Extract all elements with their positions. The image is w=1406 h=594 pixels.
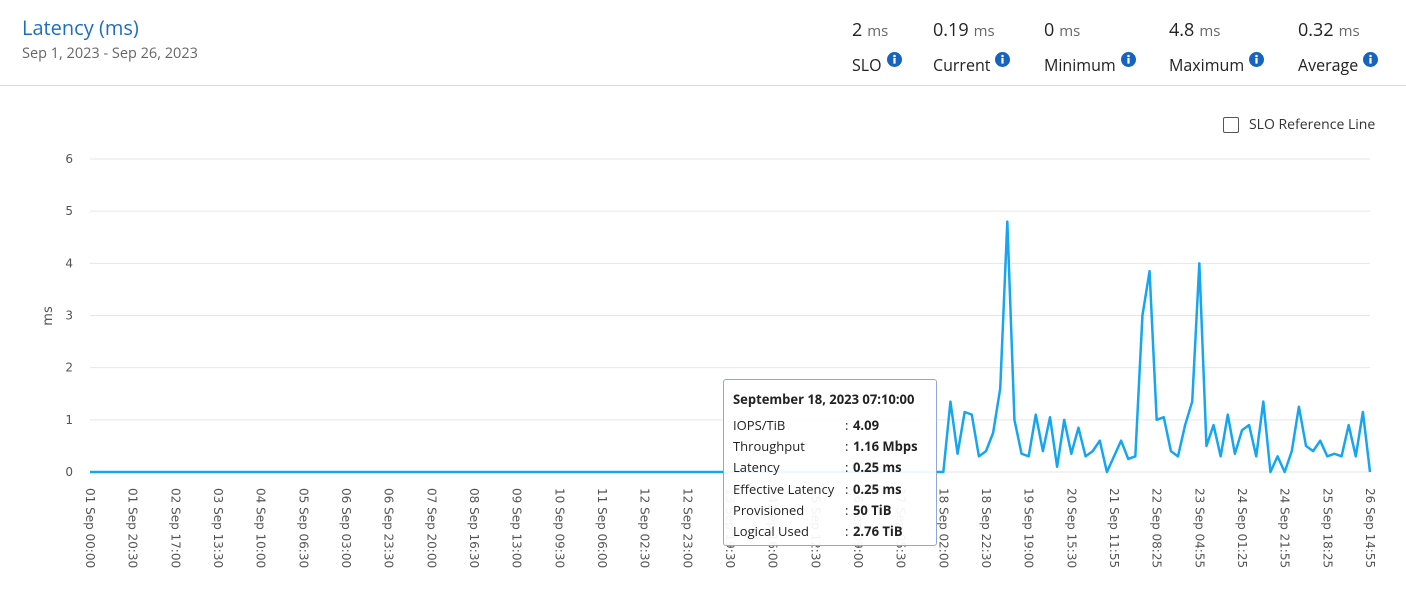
x-tick-label: 02 Sep 17:00 <box>168 488 182 568</box>
x-tick-label: 11 Sep 06:00 <box>595 488 609 568</box>
stat-value: 0.19 <box>933 18 969 42</box>
stat: 2 ms SLO <box>852 18 902 76</box>
stat-label: Minimum <box>1044 52 1136 76</box>
tooltip-separator: : <box>845 479 849 498</box>
chart-title: Latency (ms) <box>22 14 139 41</box>
x-tick-label: 06 Sep 23:30 <box>382 488 396 568</box>
tooltip-row: Provisioned:50 TiB <box>733 499 927 520</box>
stat: 4.8 ms Maximum <box>1169 18 1265 76</box>
stat-unit: ms <box>973 21 995 41</box>
tooltip-row: IOPS/TiB:4.09 <box>733 414 927 435</box>
x-tick-label: 25 Sep 18:25 <box>1320 488 1334 568</box>
info-icon[interactable] <box>1120 52 1136 67</box>
checkbox-label[interactable]: SLO Reference Line <box>1249 115 1376 134</box>
x-tick-label: 26 Sep 14:55 <box>1363 488 1377 568</box>
stat-label-text: Maximum <box>1169 54 1245 76</box>
y-tick-label: 4 <box>65 256 73 270</box>
stat-value: 0 <box>1044 18 1055 42</box>
x-tick-label: 18 Sep 22:30 <box>979 488 993 568</box>
info-icon[interactable] <box>886 52 902 67</box>
stat-label: Current <box>933 52 1011 76</box>
stat-value: 4.8 <box>1169 18 1195 42</box>
stat-value: 2 <box>852 18 863 42</box>
y-tick-label: 3 <box>65 309 73 323</box>
info-icon[interactable] <box>1249 52 1265 67</box>
stat-label-text: SLO <box>852 54 882 76</box>
tooltip-key: Effective Latency <box>733 479 835 498</box>
x-tick-label: 01 Sep 00:00 <box>83 488 97 568</box>
y-tick-label: 6 <box>65 152 73 166</box>
date-range: Sep 1, 2023 - Sep 26, 2023 <box>22 44 198 63</box>
x-tick-label: 20 Sep 15:30 <box>1064 488 1078 568</box>
tooltip-separator: : <box>845 500 849 519</box>
tooltip-value: 4.09 <box>853 415 880 434</box>
tooltip-separator: : <box>845 458 849 477</box>
tooltip-value: 0.25 ms <box>853 458 902 477</box>
stat-label-text: Minimum <box>1044 54 1116 76</box>
x-tick-label: 22 Sep 08:25 <box>1150 488 1164 568</box>
x-tick-label: 04 Sep 10:00 <box>254 488 268 568</box>
tooltip-row: Latency:0.25 ms <box>733 457 927 478</box>
tooltip-separator: : <box>845 436 849 455</box>
tooltip-key: Latency <box>733 458 780 477</box>
tooltip-title: September 18, 2023 07:10:00 <box>733 390 915 408</box>
x-tick-label: 06 Sep 03:00 <box>339 488 353 568</box>
y-tick-label: 0 <box>65 465 73 479</box>
tooltip-value: 50 TiB <box>853 500 892 519</box>
y-tick-label: 2 <box>65 361 73 375</box>
tooltip-value: 2.76 TiB <box>853 522 903 541</box>
x-tick-label: 08 Sep 16:30 <box>467 488 481 568</box>
x-tick-label: 10 Sep 09:30 <box>552 488 566 568</box>
stat-unit: ms <box>867 21 889 41</box>
tooltip: September 18, 2023 07:10:00 IOPS/TiB:4.0… <box>723 379 937 546</box>
stat-unit: ms <box>1338 21 1360 41</box>
info-icon[interactable] <box>995 52 1011 67</box>
x-tick-label: 21 Sep 11:55 <box>1107 488 1121 568</box>
y-tick-label: 5 <box>65 204 73 218</box>
x-tick-label: 01 Sep 20:30 <box>126 488 140 568</box>
x-tick-label: 24 Sep 01:25 <box>1235 488 1249 568</box>
stat: 0.32 ms Average <box>1298 18 1379 76</box>
x-tick-label: 19 Sep 19:00 <box>1022 488 1036 568</box>
tooltip-value: 1.16 Mbps <box>853 436 918 455</box>
stat-unit: ms <box>1059 21 1081 41</box>
tooltip-key: IOPS/TiB <box>733 415 786 434</box>
x-tick-label: 23 Sep 04:55 <box>1192 488 1206 568</box>
stat-value: 0.32 <box>1298 18 1334 42</box>
tooltip-row: Effective Latency:0.25 ms <box>733 478 927 499</box>
checkbox[interactable] <box>1223 116 1239 133</box>
stat-label: Average <box>1298 52 1379 76</box>
x-tick-label: 24 Sep 21:55 <box>1278 488 1292 568</box>
tooltip-key: Logical Used <box>733 522 809 541</box>
x-tick-label: 12 Sep 02:30 <box>638 488 652 568</box>
y-tick-label: 1 <box>65 413 73 427</box>
tooltip-value: 0.25 ms <box>853 479 902 498</box>
stat-label: Maximum <box>1169 52 1265 76</box>
stat-label-text: Current <box>933 54 991 76</box>
stat-label: SLO <box>852 52 902 76</box>
slo-toggle[interactable]: SLO Reference Line <box>1223 115 1375 134</box>
tooltip-key: Throughput <box>733 436 805 455</box>
tooltip-key: Provisioned <box>733 500 805 519</box>
stat-unit: ms <box>1199 21 1221 41</box>
x-tick-label: 09 Sep 13:00 <box>510 488 524 568</box>
x-tick-label: 18 Sep 02:00 <box>936 488 950 568</box>
tooltip-row: Logical Used:2.76 TiB <box>733 520 927 541</box>
x-tick-label: 05 Sep 06:30 <box>296 488 310 568</box>
y-axis-label: ms <box>41 306 56 326</box>
header: Latency (ms) Sep 1, 2023 - Sep 26, 2023 … <box>0 0 1406 86</box>
stat-label-text: Average <box>1298 54 1359 76</box>
stat: 0 ms Minimum <box>1044 18 1136 76</box>
x-tick-label: 03 Sep 13:30 <box>211 488 225 568</box>
x-tick-label: 12 Sep 23:00 <box>680 488 694 568</box>
tooltip-row: Throughput:1.16 Mbps <box>733 435 927 456</box>
info-icon[interactable] <box>1363 52 1379 67</box>
tooltip-separator: : <box>845 415 849 434</box>
tooltip-separator: : <box>845 522 849 541</box>
x-tick-label: 07 Sep 20:00 <box>424 488 438 568</box>
stat: 0.19 ms Current <box>933 18 1011 76</box>
